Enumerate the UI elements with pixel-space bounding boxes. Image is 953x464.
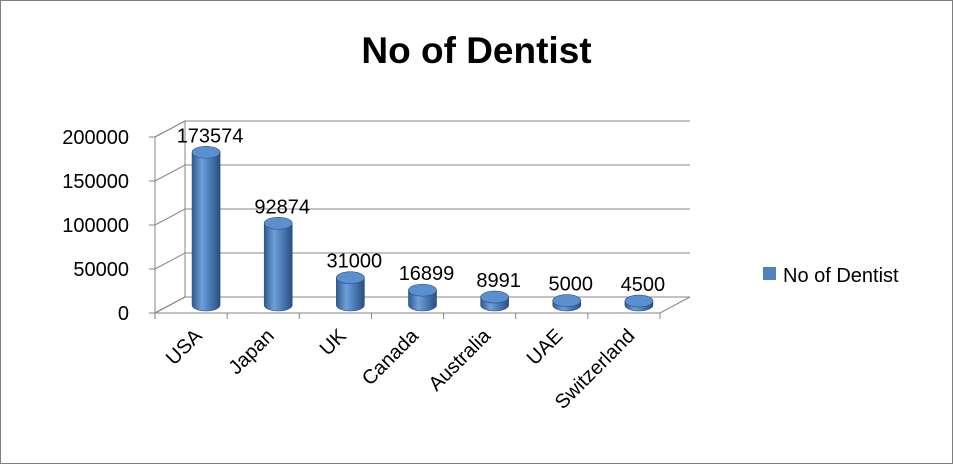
x-tick-label: Japan: [225, 325, 279, 379]
bar-top: [191, 145, 221, 159]
data-label: 4500: [621, 274, 666, 296]
data-label: 5000: [549, 274, 594, 296]
y-axis: 0 50000 100000 150000 200000: [62, 127, 156, 325]
gridline: [154, 208, 690, 226]
bar: [263, 216, 293, 312]
bar: [408, 283, 437, 312]
x-tick-label: USA: [162, 325, 207, 370]
data-label: 16899: [399, 263, 455, 285]
bar-top: [480, 290, 509, 304]
bar-body: [336, 277, 365, 312]
legend: No of Dentist: [763, 265, 899, 287]
bar-body: [191, 151, 221, 312]
y-tick-label: 100000: [62, 215, 129, 237]
bar: [480, 290, 509, 312]
data-label: 92874: [254, 196, 310, 218]
gridline: [154, 164, 690, 182]
legend-label: No of Dentist: [783, 265, 899, 287]
y-tick-label: 50000: [73, 259, 129, 281]
bar: [191, 145, 221, 312]
bar: [552, 294, 582, 312]
y-tick-label: 150000: [62, 171, 129, 193]
bars: [191, 145, 654, 312]
data-label: 8991: [476, 270, 521, 292]
y-tick-label: 200000: [62, 127, 129, 149]
gridlines: [154, 120, 690, 314]
data-label: 173574: [177, 125, 244, 147]
x-tick-label: Australia: [425, 324, 496, 395]
bar: [336, 271, 365, 312]
chart-title: No of Dentist: [361, 30, 592, 71]
data-label: 31000: [327, 251, 383, 273]
bar: [624, 294, 654, 312]
legend-swatch: [763, 267, 776, 280]
x-tick-label: Canada: [358, 324, 424, 390]
bar-top: [552, 294, 582, 307]
gridline: [154, 296, 690, 314]
bar-body: [263, 222, 293, 312]
bar-top: [336, 271, 365, 285]
bar-top: [263, 216, 293, 230]
gridline: [154, 252, 690, 270]
bar-top: [408, 283, 437, 297]
y-tick-label: 0: [118, 303, 129, 325]
x-tick-label: UK: [316, 325, 352, 361]
bar-top: [624, 294, 654, 308]
gridline: [154, 120, 690, 138]
x-tick-label: UAE: [523, 325, 568, 370]
data-labels: 173574 92874 31000 16899 8991 5000 4500: [177, 125, 665, 296]
